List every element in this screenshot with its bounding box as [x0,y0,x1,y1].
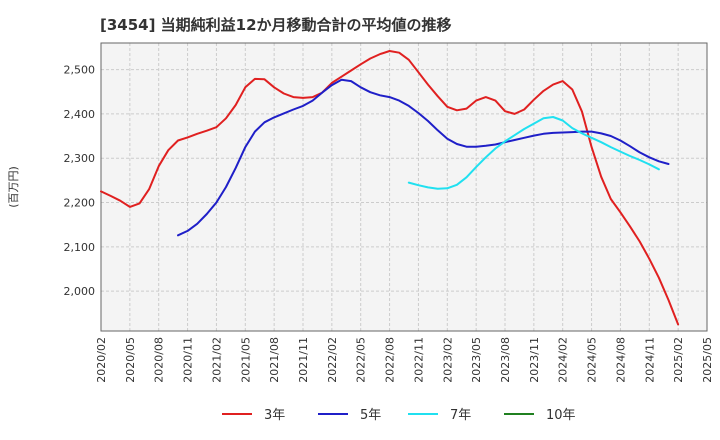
y-axis-label: (百万円) [7,166,20,208]
plot-area: 2,000 2,100 2,200 2,300 2,400 2,500 2020/02 202… [7,42,714,423]
y-tick-label: 2,000 [64,285,96,298]
x-tick-label: 2023/02 [441,337,454,383]
series-line-1 [100,50,680,326]
x-tick-label: 2021/08 [268,337,281,383]
series-line-3 [407,116,660,190]
plot-background [101,43,707,331]
x-tick-label: 2024/11 [643,337,656,383]
y-tick-label: 2,200 [64,197,96,210]
x-tick-label: 2024/05 [586,337,599,383]
x-tick-label: 2021/05 [239,337,252,383]
x-tick-label: 2023/11 [528,337,541,383]
y-tick-label: 2,400 [64,108,96,121]
x-tick-label: 2023/05 [470,337,483,383]
x-tick-label: 2025/02 [672,337,685,383]
x-tick-label: 2022/08 [384,337,397,383]
legend-label-2: 5年 [360,408,381,423]
x-tick-label: 2024/02 [557,337,570,383]
x-tick-label: 2020/08 [153,337,166,383]
x-tick-label: 2024/08 [614,337,627,383]
x-tick-label: 2022/11 [412,337,425,383]
x-tick-label: 2021/11 [297,337,310,383]
x-tick-label: 2020/11 [182,337,195,383]
plot-frame [100,42,708,332]
x-tick-label: 2021/02 [210,337,223,383]
x-tick-label: 2025/05 [701,337,714,383]
legend-label-3: 7年 [450,408,471,423]
legend-label-4: 10年 [546,408,576,423]
series-line-2 [177,78,670,237]
x-tick-label: 2023/08 [499,337,512,383]
x-tick-label: 2020/05 [124,337,137,383]
y-tick-label: 2,300 [64,152,96,165]
y-tick-label: 2,500 [64,64,96,77]
chart-title: [3454] 当期純利益12か月移動合計の平均値の推移 [100,16,452,34]
x-tick-label: 2022/02 [326,337,339,383]
y-tick-label: 2,100 [64,241,96,254]
legend-label-1: 3年 [264,408,285,423]
x-tick-label: 2020/02 [95,337,108,383]
x-tick-label: 2022/05 [355,337,368,383]
